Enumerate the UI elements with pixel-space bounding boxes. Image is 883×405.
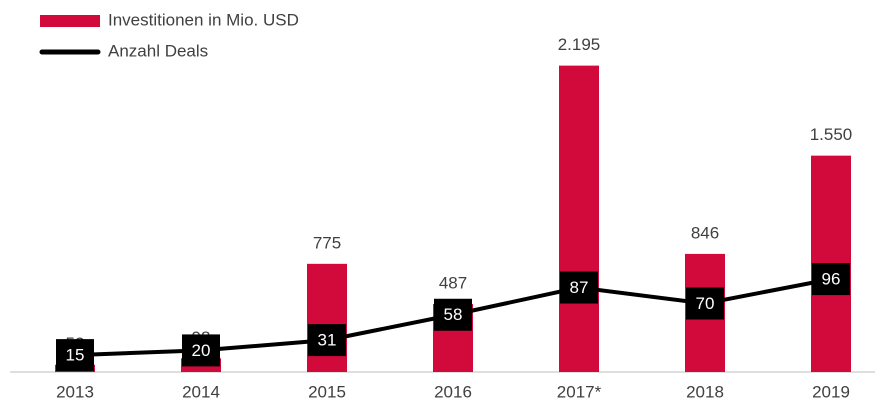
line-value-label: 15 (66, 346, 85, 365)
bar-value-label: 1.550 (810, 125, 853, 144)
line-value-label: 31 (318, 331, 337, 350)
x-tick-label: 2018 (686, 382, 724, 401)
line-label-box (812, 263, 850, 296)
bar-value-label: 775 (313, 233, 341, 252)
bar-value-label: 846 (691, 223, 719, 242)
line-value-label: 58 (444, 305, 463, 324)
line-value-label: 87 (570, 278, 589, 297)
line-label-box (56, 339, 94, 372)
x-tick-label: 2016 (434, 382, 472, 401)
line-label-box (308, 324, 346, 357)
line-value-label: 96 (822, 270, 841, 289)
legend-label: Anzahl Deals (108, 41, 208, 60)
x-tick-label: 2017* (557, 382, 602, 401)
line-label-box (560, 271, 598, 304)
x-tick-label: 2015 (308, 382, 346, 401)
x-tick-label: 2014 (182, 382, 220, 401)
bar-value-label: 487 (439, 274, 467, 293)
x-tick-label: 2019 (812, 382, 850, 401)
legend-swatch (40, 15, 100, 27)
line-label-box (182, 334, 220, 367)
bar (559, 65, 599, 372)
x-tick-label: 2013 (56, 382, 94, 401)
line-label-box (686, 287, 724, 320)
bar-value-label: 2.195 (558, 35, 601, 54)
line-label-box (434, 298, 472, 331)
line-value-label: 70 (696, 294, 715, 313)
line-value-label: 20 (192, 341, 211, 360)
legend-label: Investitionen in Mio. USD (108, 10, 299, 29)
